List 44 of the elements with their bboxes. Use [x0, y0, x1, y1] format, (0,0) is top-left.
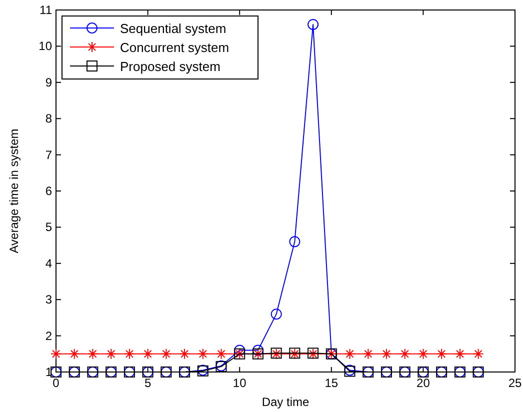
legend-label: Concurrent system	[120, 40, 230, 55]
y-tick-label: 5	[45, 220, 52, 234]
y-tick-label: 9	[45, 75, 52, 90]
point	[50, 348, 62, 360]
x-tick-label: 5	[144, 376, 152, 390]
y-tick-label: 2	[45, 328, 52, 343]
point	[344, 348, 356, 360]
point	[179, 348, 190, 360]
point	[197, 348, 208, 360]
x-tick-label: 10	[232, 376, 247, 390]
x-axis-title: Day time	[262, 395, 310, 409]
x-tick-label: 15	[324, 376, 338, 390]
x-tick-label: 20	[416, 376, 430, 390]
y-tick-label: 6	[45, 184, 52, 198]
point	[106, 348, 117, 360]
y-axis-title: Average time in system	[7, 128, 21, 254]
point	[234, 344, 246, 356]
point	[362, 348, 374, 360]
point	[252, 344, 264, 356]
point	[124, 348, 135, 360]
y-tick-label: 7	[45, 148, 52, 162]
point	[87, 348, 98, 360]
point	[270, 308, 282, 320]
point	[289, 236, 300, 248]
point	[142, 348, 154, 360]
point	[380, 348, 392, 360]
point	[68, 348, 80, 360]
legend-label: Sequential system	[120, 21, 226, 36]
y-tick-label: 8	[45, 112, 52, 126]
x-tick-label: 0	[52, 376, 60, 390]
point	[399, 348, 410, 360]
point	[160, 348, 172, 360]
y-tick-label: 10	[38, 39, 52, 54]
point	[418, 348, 429, 360]
y-tick-label: 4	[45, 256, 52, 270]
point	[454, 348, 466, 360]
y-tick-label: 11	[40, 3, 52, 17]
point	[472, 348, 484, 360]
legend-label: Proposed system	[120, 59, 220, 74]
y-tick-label: 3	[45, 292, 52, 307]
point	[308, 18, 319, 30]
point	[216, 348, 227, 360]
point	[436, 348, 448, 360]
x-tick-label: 25	[508, 376, 522, 390]
